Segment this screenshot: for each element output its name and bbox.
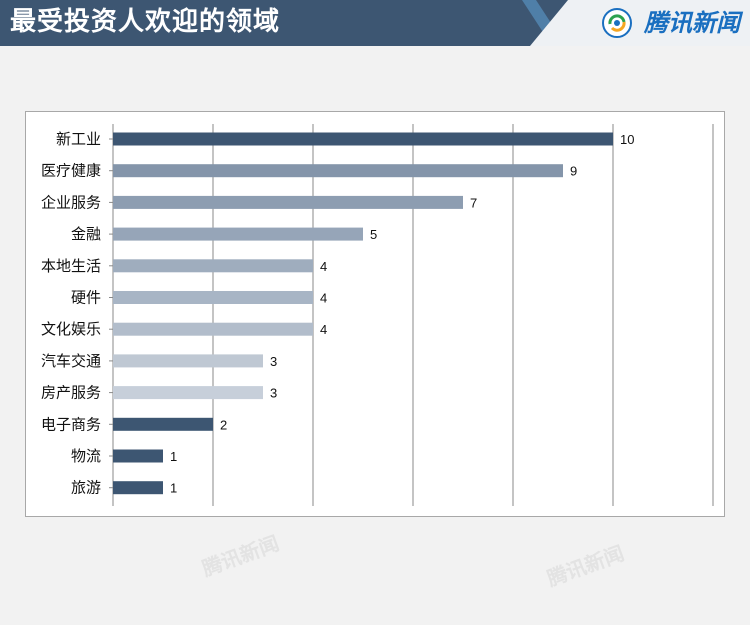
category-label: 电子商务 — [41, 415, 101, 433]
bar — [113, 322, 313, 336]
category-label: 物流 — [71, 447, 101, 465]
bar — [113, 354, 263, 368]
bar — [113, 195, 463, 209]
bar — [113, 164, 563, 178]
bar — [113, 227, 363, 241]
brand-name: 腾讯新闻 — [644, 9, 740, 37]
category-label: 本地生活 — [41, 257, 101, 275]
data-label: 1 — [170, 481, 177, 496]
category-label: 汽车交通 — [41, 352, 101, 370]
tencent-news-logo-icon — [602, 8, 632, 38]
data-label: 4 — [320, 259, 327, 274]
data-label: 2 — [220, 417, 227, 432]
data-label: 3 — [270, 354, 277, 369]
category-label: 房产服务 — [41, 384, 101, 402]
bar — [113, 291, 313, 304]
data-label: 1 — [170, 449, 177, 464]
category-label: 金融 — [71, 225, 101, 243]
category-label: 企业服务 — [41, 193, 101, 211]
watermark: 腾讯新闻 — [543, 540, 628, 591]
data-label: 4 — [320, 322, 327, 337]
data-label: 4 — [320, 291, 327, 306]
brand-box — [530, 0, 750, 46]
category-label: 医疗健康 — [41, 162, 101, 180]
bar — [113, 386, 263, 400]
bar — [113, 132, 613, 146]
bar — [113, 449, 163, 463]
data-label: 10 — [620, 132, 634, 147]
category-label: 旅游 — [71, 479, 101, 497]
data-label: 5 — [370, 227, 377, 242]
bar — [113, 417, 213, 431]
data-label: 7 — [470, 195, 477, 210]
bar — [113, 259, 313, 273]
category-label: 硬件 — [71, 289, 101, 307]
chart-panel: 新工业 10 医疗健康 9 企业服务 7 金融 5 本地生活 4 硬件 4 文化娱乐 4 汽车交通 3 房产服务… — [25, 111, 725, 517]
category-label: 新工业 — [56, 130, 101, 148]
data-label: 3 — [270, 386, 277, 401]
header-bar: 最受投资人欢迎的领域 腾讯新闻 — [0, 0, 750, 46]
bar — [113, 481, 163, 495]
category-label: 文化娱乐 — [41, 320, 101, 338]
page-title: 最受投资人欢迎的领域 — [10, 7, 281, 37]
watermark: 腾讯新闻 — [198, 530, 283, 581]
data-label: 9 — [570, 164, 577, 179]
bar-chart: 新工业 10 医疗健康 9 企业服务 7 金融 5 本地生活 4 硬件 4 文化娱乐 4 汽车交通 3 房产服务… — [41, 124, 714, 506]
